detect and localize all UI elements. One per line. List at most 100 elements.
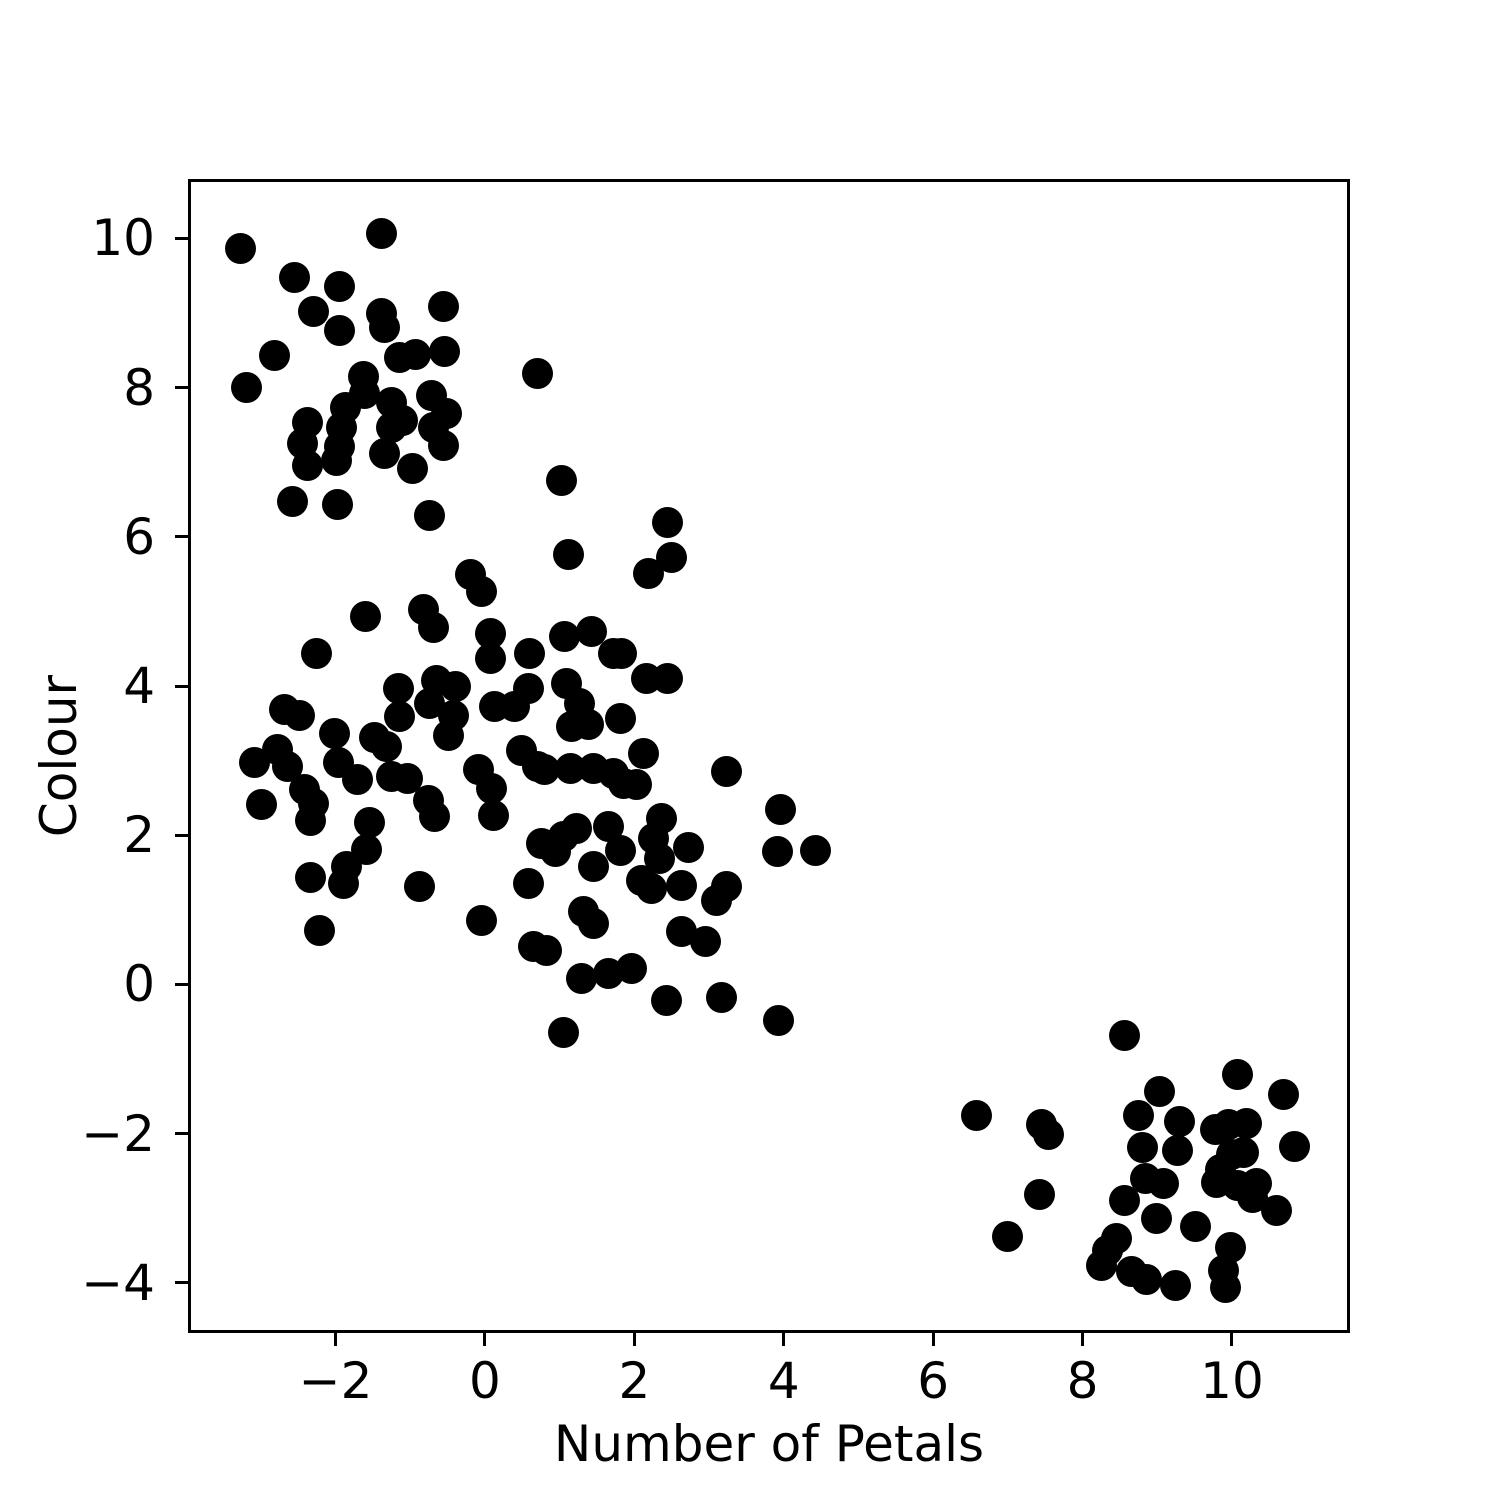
data-point — [466, 575, 498, 607]
data-point — [328, 867, 360, 899]
data-point — [512, 867, 544, 899]
data-point — [615, 952, 647, 984]
data-point — [1131, 1263, 1163, 1295]
data-point — [342, 763, 374, 795]
data-point — [1214, 1232, 1246, 1264]
data-point — [553, 539, 585, 571]
data-point — [1179, 1211, 1211, 1243]
y-tick-mark — [175, 833, 188, 837]
x-tick-mark — [632, 1333, 636, 1346]
x-tick-label: 0 — [469, 1352, 501, 1410]
data-point — [276, 486, 308, 518]
data-point — [349, 601, 381, 633]
data-point — [607, 767, 639, 799]
data-point — [319, 717, 351, 749]
data-point — [323, 314, 355, 346]
data-point — [439, 671, 471, 703]
y-tick-mark — [175, 386, 188, 390]
data-point — [294, 861, 326, 893]
data-point — [1231, 1108, 1263, 1140]
data-point — [466, 904, 498, 936]
data-point — [565, 962, 597, 994]
data-point — [427, 429, 459, 461]
x-axis-label: Number of Petals — [553, 1415, 985, 1473]
data-point — [577, 907, 609, 939]
data-point — [477, 799, 509, 831]
data-point — [384, 701, 416, 733]
data-point — [799, 834, 831, 866]
x-tick-mark — [931, 1333, 935, 1346]
x-tick-mark — [334, 1333, 338, 1346]
data-point — [231, 372, 263, 404]
y-tick-label: 2 — [123, 806, 155, 865]
data-point — [672, 832, 704, 864]
data-point — [396, 453, 428, 485]
x-tick-label: −2 — [298, 1352, 373, 1410]
data-point — [636, 872, 668, 904]
data-point — [652, 663, 684, 695]
x-tick-label: 6 — [917, 1352, 950, 1410]
y-tick-mark — [175, 236, 188, 240]
data-point — [1024, 1179, 1056, 1211]
y-tick-label: −2 — [81, 1104, 155, 1163]
data-point — [689, 926, 721, 958]
data-point — [300, 637, 332, 669]
data-point — [238, 747, 270, 779]
data-point — [365, 218, 397, 250]
data-point — [1141, 1203, 1173, 1235]
data-point — [417, 612, 449, 644]
data-point — [561, 813, 593, 845]
data-point — [652, 507, 684, 539]
data-point — [1209, 1271, 1241, 1303]
data-point — [246, 789, 278, 821]
y-tick-label: 0 — [123, 955, 155, 1014]
data-point — [414, 500, 446, 532]
y-tick-mark — [175, 1281, 188, 1285]
data-point — [1279, 1130, 1311, 1162]
data-point — [432, 719, 464, 751]
x-tick-mark — [1081, 1333, 1085, 1346]
x-tick-label: 2 — [618, 1352, 651, 1410]
data-point — [1126, 1132, 1158, 1164]
data-point — [706, 982, 738, 1014]
data-point — [1268, 1079, 1299, 1111]
y-tick-label: 10 — [91, 209, 155, 268]
data-point — [399, 339, 431, 371]
data-point — [225, 232, 257, 264]
data-point — [1123, 1099, 1155, 1131]
data-point — [1085, 1250, 1117, 1282]
data-point — [292, 449, 324, 481]
data-point — [546, 464, 578, 496]
data-point — [763, 1004, 795, 1036]
data-point — [765, 794, 797, 826]
data-point — [577, 851, 609, 883]
data-point — [419, 801, 451, 833]
data-point — [604, 834, 636, 866]
data-point — [606, 637, 638, 669]
x-tick-label: 10 — [1200, 1352, 1264, 1410]
data-point — [665, 869, 697, 901]
data-point — [1159, 1269, 1191, 1301]
data-point — [323, 271, 355, 303]
y-tick-mark — [175, 982, 188, 986]
data-point — [368, 437, 400, 469]
data-point — [258, 340, 290, 372]
data-point — [1108, 1019, 1140, 1051]
data-point — [278, 261, 310, 293]
y-tick-label: 8 — [123, 358, 155, 417]
data-point — [761, 836, 793, 868]
data-point — [321, 488, 353, 520]
data-point — [463, 754, 495, 786]
data-point — [474, 642, 506, 674]
data-point — [369, 312, 401, 344]
x-tick-mark — [782, 1333, 786, 1346]
data-point — [382, 672, 414, 704]
data-point — [1261, 1195, 1293, 1226]
x-tick-mark — [1230, 1333, 1234, 1346]
data-point — [711, 756, 743, 788]
data-point — [499, 691, 531, 723]
x-tick-label: 8 — [1066, 1352, 1099, 1410]
y-tick-mark — [175, 684, 188, 688]
data-point — [531, 934, 563, 966]
